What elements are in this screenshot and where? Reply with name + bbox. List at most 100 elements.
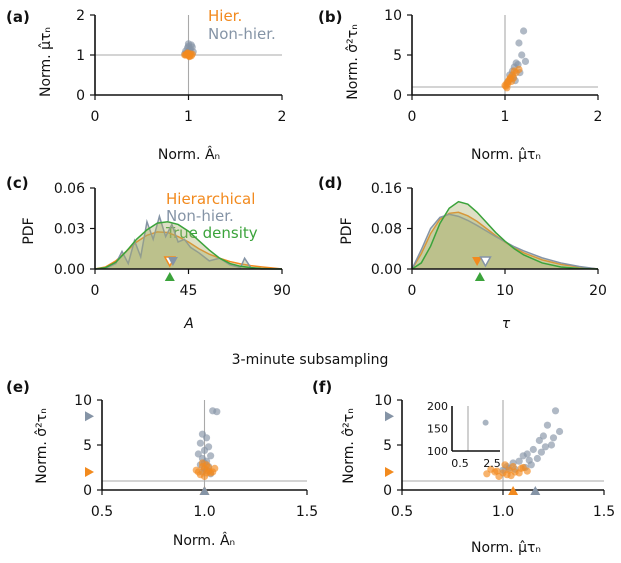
x-tick-label-c: 0 [91,283,100,299]
x-tick-label-d: 20 [589,283,607,299]
area-fill-hier-d [412,212,598,269]
x-tick-label-f: 0.5 [391,504,413,520]
marker-nonhier-c [167,257,178,266]
y-axis-label-a: Norm. μ̂τₙ [38,27,54,97]
point-hier-e [192,466,200,474]
point-hier-f [501,461,509,469]
point-nonhier-e [202,434,211,442]
y-tick-label-d: 0.08 [371,222,402,238]
point-nonhier-e [200,446,209,454]
y-axis-label-d: PDF [339,217,355,244]
y-tick-label-d: 0.16 [371,181,402,197]
x-tick-label-e: 1.0 [193,504,215,520]
panel-b: (b) Norm. σ̂²τₙ Norm. μ̂τₙ 0 1 2 0 5 10 [318,8,602,163]
y-tick-label-d: 0.00 [371,262,402,278]
area-fill-true-c [95,221,282,269]
point-nonhier-f [537,448,545,456]
y-tick-label-a: 1 [76,48,85,64]
panel-a: (a) Norm. μ̂τₙ Norm. Âₙ Hier. Non-hier. … [6,7,286,163]
inset-y-tick-label: 150 [427,423,448,436]
x-tick-label-a: 0 [91,109,100,125]
y-axis-label-e: Norm. σ̂²τₙ [34,408,50,484]
x-tick-label-f: 1.0 [492,504,514,520]
area-fill-hier-c [95,231,282,269]
x-tick-label-b: 0 [408,109,417,125]
line-nonhier-d [411,213,599,270]
point-nonhier-f [547,441,556,449]
point-nonhier-b [521,57,530,65]
y-tick-label-c: 0.03 [54,222,85,238]
x-axis-label-e: Norm. Âₙ [173,531,235,549]
point-nonhier-b [518,51,526,59]
line-hier-d [411,211,599,270]
panel-label-e: (e) [6,378,30,396]
point-hier-b [515,65,523,73]
panel-d: (d) PDF τ 0 10 20 0.00 0.08 0.16 [318,174,607,332]
marker-hier-f [385,467,394,477]
point-nonhier-f [551,407,560,415]
point-hier-b [503,84,511,92]
y-tick-label-e: 5 [83,438,92,454]
panel-label-d: (d) [318,174,342,192]
area-fill-true-d [412,201,598,269]
point-hier-f [495,472,503,481]
y-tick-label-a: 2 [76,8,85,24]
y-axis-label-b: Norm. σ̂²τₙ [345,24,361,100]
x-axis-label-b: Norm. μ̂τₙ [471,147,541,163]
point-nonhier-f [525,456,533,464]
point-hier-a [183,49,192,58]
inset-x-tick-label: 2.5 [483,457,501,470]
marker-hier-f [508,486,519,495]
x-axis-label-f: Norm. μ̂τₙ [471,540,541,556]
x-axis-label-a: Norm. Âₙ [158,145,220,163]
x-tick-label-b: 2 [594,109,603,125]
legend-nonhier-c: Non-hier. [166,207,234,225]
x-tick-label-a: 2 [278,109,287,125]
y-tick-label-b: 5 [393,48,402,64]
x-tick-label-f: 1.5 [593,504,615,520]
point-hier-f [487,465,495,473]
y-tick-label-e: 10 [74,393,92,409]
panel-label-b: (b) [318,8,342,26]
marker-nonhier-e [85,411,94,422]
marker-hier-d [472,257,483,266]
marker-hier-e [85,467,94,477]
point-hier-f [509,463,517,471]
point-nonhier-a [184,40,193,48]
area-fill-nonhier-c [95,216,282,269]
inset-y-tick-label: 100 [427,445,448,458]
point-nonhier-f [515,457,523,465]
y-tick-label-e: 0 [83,483,92,499]
point-nonhier-f [543,421,552,429]
point-hier-f [519,463,527,472]
panel-label-a: (a) [6,8,30,26]
legend-hier: Hier. [208,7,242,25]
legend-hierarchical: Hierarchical [166,190,255,208]
point-hier-b [509,74,517,82]
point-nonhier-e [207,452,215,460]
point-nonhier-f [529,445,537,454]
point-nonhier-b [515,39,523,47]
point-nonhier-b [520,27,528,35]
line-true-d [411,200,599,270]
point-hier-e [198,459,207,467]
point-hier-e [205,463,213,472]
y-tick-label-f: 10 [374,393,392,409]
marker-nonhier-e [199,486,210,495]
x-tick-label-c: 45 [180,283,198,299]
y-tick-label-c: 0.06 [54,181,85,197]
point-hier-f [515,469,523,477]
marker-nonhier-f [530,486,541,495]
inset-y-tick-label: 200 [427,400,448,413]
line-true-c [94,220,283,270]
point-nonhier-e [196,439,204,447]
marker-true-d [474,272,485,281]
x-tick-label-d: 0 [408,283,417,299]
marker-nonhier-d [479,256,492,268]
legend-nonhier: Non-hier. [208,25,276,43]
panel-f: (f) Norm. σ̂²τₙ Norm. μ̂τₙ 0.5 1.0 1.5 0 5 10… [312,378,615,556]
subsampling-title: 3-minute subsampling [232,352,389,368]
panel-label-c: (c) [6,174,29,192]
y-axis-label-f: Norm. σ̂²τₙ [341,408,357,484]
